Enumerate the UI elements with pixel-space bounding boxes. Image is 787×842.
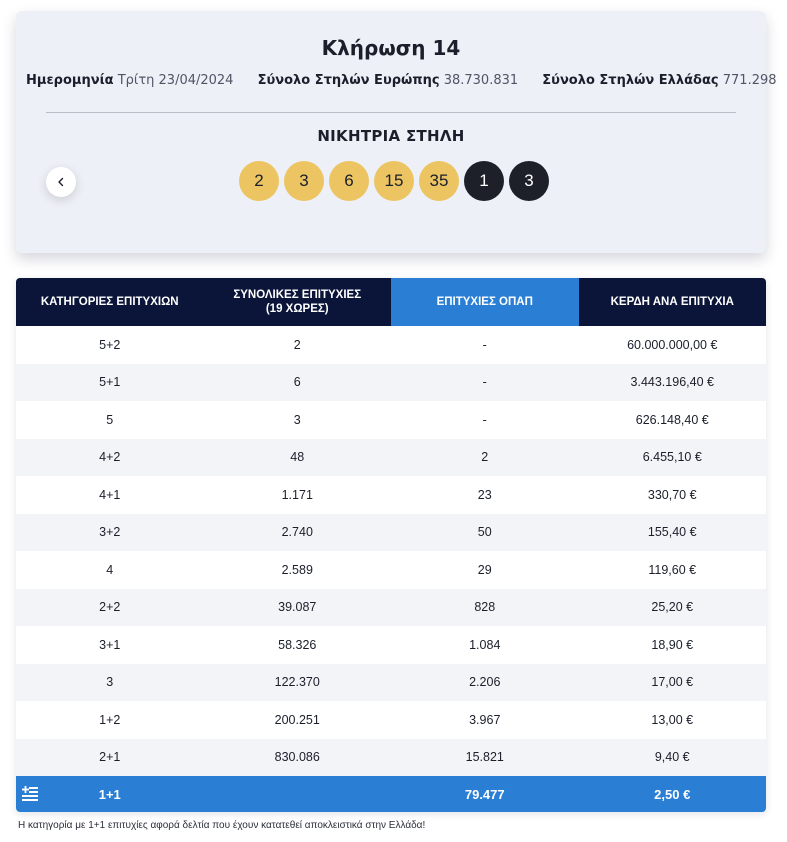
cell-category: 3+2 bbox=[99, 525, 121, 540]
header-category: ΚΑΤΗΓΟΡΙΕΣ ΕΠΙΤΥΧΙΩΝ bbox=[40, 296, 179, 308]
header-total-wins: ΣΥΝΟΛΙΚΕΣ ΕΠΙΤΥΧΙΕΣ (19 ΧΩΡΕΣ) bbox=[204, 278, 392, 326]
cell-total-wins: 3 bbox=[293, 412, 301, 427]
footnote: Η κατηγορία με 1+1 επιτυχίες αφορά δελτί… bbox=[18, 820, 426, 831]
cell-opap-wins: 1.084 bbox=[469, 637, 501, 652]
cell-total-wins: 58.326 bbox=[278, 637, 317, 652]
cell-total-wins: 830.086 bbox=[274, 750, 320, 765]
draw-title: Κλήρωση 14 bbox=[321, 36, 461, 60]
table-row: 5+1 6 - 3.443.196,40 € bbox=[16, 363, 766, 401]
cell-prize: 9,40 € bbox=[654, 750, 690, 765]
prize-breakdown-table: ΚΑΤΗΓΟΡΙΕΣ ΕΠΙΤΥΧΙΩΝ ΣΥΝΟΛΙΚΕΣ ΕΠΙΤΥΧΙΕΣ… bbox=[16, 278, 766, 812]
cell-opap-wins: 2 bbox=[481, 450, 489, 465]
total-opap-wins: 79.477 bbox=[464, 786, 505, 802]
table-row: 2+2 39.087 828 25,20 € bbox=[16, 588, 766, 626]
header-total-wins-line2: (19 ΧΩΡΕΣ) bbox=[265, 303, 329, 315]
cell-prize: 626.148,40 € bbox=[635, 412, 709, 427]
cell-opap-wins: - bbox=[482, 412, 487, 427]
table-row: 1+2 200.251 3.967 13,00 € bbox=[16, 701, 766, 739]
cell-total-wins: 2.740 bbox=[281, 525, 313, 540]
table-row: 5 3 - 626.148,40 € bbox=[16, 401, 766, 439]
table-row: 3 122.370 2.206 17,00 € bbox=[16, 663, 766, 701]
cell-total-wins: 6 bbox=[293, 375, 301, 390]
table-header: ΚΑΤΗΓΟΡΙΕΣ ΕΠΙΤΥΧΙΩΝ ΣΥΝΟΛΙΚΕΣ ΕΠΙΤΥΧΙΕΣ… bbox=[16, 278, 766, 326]
cell-prize: 25,20 € bbox=[651, 600, 694, 615]
chevron-left-icon bbox=[58, 177, 64, 187]
star-number-ball: 3 bbox=[509, 161, 549, 201]
cell-total-wins: 48 bbox=[290, 450, 305, 465]
main-number-ball: 3 bbox=[284, 161, 324, 201]
europe-columns-value: 38.730.831 bbox=[443, 73, 519, 88]
winning-numbers: 2 3 6 15 35 1 3 bbox=[16, 161, 766, 201]
cell-prize: 119,60 € bbox=[648, 562, 697, 577]
greece-columns-value: 771.298 bbox=[722, 73, 777, 88]
cell-category: 5+2 bbox=[99, 337, 121, 352]
cell-category: 2+2 bbox=[99, 600, 121, 615]
table-row: 4+1 1.171 23 330,70 € bbox=[16, 476, 766, 514]
cell-opap-wins: 3.967 bbox=[469, 712, 501, 727]
header-prize: ΚΕΡΔΗ ΑΝΑ ΕΠΙΤΥΧΙΑ bbox=[610, 296, 734, 308]
cell-category: 1+2 bbox=[99, 712, 121, 727]
main-number-ball: 2 bbox=[239, 161, 279, 201]
table-row: 4 2.589 29 119,60 € bbox=[16, 551, 766, 589]
cell-total-wins: 2 bbox=[293, 337, 301, 352]
europe-columns-label: Σύνολο Στηλών Ευρώπης bbox=[257, 73, 440, 88]
cell-category: 4+1 bbox=[99, 487, 121, 502]
divider bbox=[46, 112, 736, 113]
table-row: 3+2 2.740 50 155,40 € bbox=[16, 513, 766, 551]
main-number-ball: 6 bbox=[329, 161, 369, 201]
cell-opap-wins: 29 bbox=[477, 562, 492, 577]
cell-prize: 155,40 € bbox=[647, 525, 697, 540]
cell-total-wins: 122.370 bbox=[274, 675, 320, 690]
cell-opap-wins: - bbox=[482, 337, 487, 352]
cell-opap-wins: 2.206 bbox=[469, 675, 501, 690]
draw-date-label: Ημερομηνία bbox=[26, 73, 114, 88]
winning-column-heading: ΝΙΚΗΤΡΙΑ ΣΤΗΛΗ bbox=[317, 127, 465, 145]
cell-prize: 18,90 € bbox=[651, 637, 694, 652]
cell-total-wins: 2.589 bbox=[281, 562, 313, 577]
cell-total-wins: 39.087 bbox=[278, 600, 317, 615]
cell-total-wins: 1.171 bbox=[281, 487, 313, 502]
cell-prize: 330,70 € bbox=[647, 487, 697, 502]
star-number-ball: 1 bbox=[464, 161, 504, 201]
cell-opap-wins: 50 bbox=[477, 525, 492, 540]
table-row: 2+1 830.086 15.821 9,40 € bbox=[16, 738, 766, 776]
cell-category: 4 bbox=[106, 562, 114, 577]
table-row: 4+2 48 2 6.455,10 € bbox=[16, 438, 766, 476]
previous-draw-button[interactable] bbox=[46, 167, 76, 197]
cell-category: 5 bbox=[106, 412, 114, 427]
draw-date-value: Τρίτη 23/04/2024 bbox=[117, 73, 234, 88]
main-number-ball: 15 bbox=[374, 161, 414, 201]
draw-meta: Ημερομηνία Τρίτη 23/04/2024 Σύνολο Στηλώ… bbox=[16, 73, 777, 88]
table-row: 5+2 2 - 60.000.000,00 € bbox=[16, 326, 766, 364]
cell-prize: 3.443.196,40 € bbox=[630, 375, 714, 390]
header-total-wins-line1: ΣΥΝΟΛΙΚΕΣ ΕΠΙΤΥΧΙΕΣ bbox=[233, 289, 362, 301]
cell-total-wins: 200.251 bbox=[274, 712, 320, 727]
greek-flag-icon bbox=[22, 786, 38, 801]
total-prize: 2,50 € bbox=[654, 786, 691, 802]
cell-opap-wins: 15.821 bbox=[465, 750, 504, 765]
greece-columns-label: Σύνολο Στηλών Ελλάδας bbox=[542, 73, 719, 88]
total-category: 1+1 bbox=[98, 786, 121, 802]
cell-opap-wins: 23 bbox=[477, 487, 492, 502]
cell-opap-wins: - bbox=[482, 375, 487, 390]
cell-category: 3 bbox=[106, 675, 114, 690]
header-opap-wins: ΕΠΙΤΥΧΙΕΣ ΟΠΑΠ bbox=[391, 278, 579, 326]
greece-only-total-row: 1+1 79.477 2,50 € bbox=[16, 776, 766, 812]
draw-summary-card: Κλήρωση 14 Ημερομηνία Τρίτη 23/04/2024 Σ… bbox=[16, 11, 777, 253]
cell-category: 4+2 bbox=[99, 450, 121, 465]
cell-category: 5+1 bbox=[99, 375, 121, 390]
cell-opap-wins: 828 bbox=[474, 600, 496, 615]
main-number-ball: 35 bbox=[419, 161, 459, 201]
cell-prize: 13,00 € bbox=[651, 712, 694, 727]
cell-category: 3+1 bbox=[99, 637, 121, 652]
table-row: 3+1 58.326 1.084 18,90 € bbox=[16, 626, 766, 664]
cell-prize: 6.455,10 € bbox=[642, 450, 702, 465]
europe-columns: Σύνολο Στηλών Ευρώπης 38.730.831 bbox=[258, 73, 519, 88]
cell-category: 2+1 bbox=[99, 750, 121, 765]
greece-columns: Σύνολο Στηλών Ελλάδας 771.298 bbox=[542, 73, 776, 88]
table-body: 5+2 2 - 60.000.000,00 € 5+1 6 - 3.443.19… bbox=[16, 326, 766, 776]
draw-date: Ημερομηνία Τρίτη 23/04/2024 bbox=[26, 73, 233, 88]
cell-prize: 60.000.000,00 € bbox=[627, 337, 718, 352]
cell-prize: 17,00 € bbox=[651, 675, 694, 690]
